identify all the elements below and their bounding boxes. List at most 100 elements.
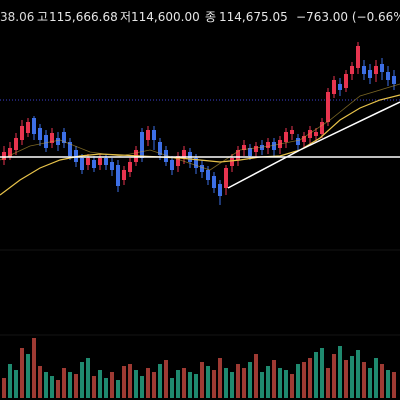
volume-bar (302, 362, 306, 398)
volume-bar (386, 370, 390, 398)
candle-body (56, 138, 60, 145)
candle (128, 158, 132, 177)
candle (338, 78, 342, 96)
candle (164, 146, 168, 166)
volume-bar (254, 354, 258, 398)
volume-bar (158, 364, 162, 398)
candle (32, 116, 36, 140)
candle (56, 132, 60, 151)
candle-body (80, 158, 84, 170)
volume-bar (182, 368, 186, 398)
volume-bar (242, 368, 246, 398)
candle-body (152, 130, 156, 140)
candle (320, 118, 324, 138)
volume-bar (344, 360, 348, 398)
volume-bar (236, 364, 240, 398)
candle (200, 160, 204, 178)
volume-bar (284, 370, 288, 398)
candle-body (224, 168, 228, 188)
volume-bar (50, 376, 54, 398)
volume-bar (338, 346, 342, 398)
candle (38, 124, 42, 146)
candle (110, 158, 114, 176)
candle (122, 166, 126, 185)
candle (242, 140, 246, 156)
candle-body (122, 170, 126, 180)
candle-body (20, 126, 24, 140)
volume-bar (176, 370, 180, 398)
candle-body (356, 46, 360, 68)
candle-body (140, 132, 144, 158)
candle-body (290, 130, 294, 134)
candle-body (68, 142, 72, 156)
candle-body (2, 152, 6, 160)
candle (236, 146, 240, 166)
candle (260, 140, 264, 155)
volume-bar (128, 364, 132, 398)
candle-body (8, 148, 12, 157)
volume-bar (350, 356, 354, 398)
candle-body (320, 122, 324, 134)
candle (218, 180, 222, 205)
candle (284, 128, 288, 148)
candle-body (302, 136, 306, 142)
candle (368, 64, 372, 84)
candle-body (194, 158, 198, 168)
volume-bar (326, 368, 330, 398)
candle-body (44, 135, 48, 148)
volume-bar (14, 370, 18, 398)
candle (272, 138, 276, 156)
candle (224, 165, 228, 195)
candle-body (314, 132, 318, 136)
candle-body (104, 158, 108, 165)
volume-bar (368, 368, 372, 398)
candle-body (176, 156, 180, 166)
candle-body (74, 150, 78, 162)
candle (14, 133, 18, 155)
change-value: −763.00 (−0.66%) (296, 10, 400, 24)
volume-bar (206, 366, 210, 398)
candle-body (344, 74, 348, 88)
volume-bar (296, 364, 300, 398)
candle (380, 58, 384, 80)
chart-grid (0, 99, 400, 336)
candle-body (386, 72, 390, 80)
volume-bar (224, 368, 228, 398)
volume-bar (314, 352, 318, 398)
candle-body (32, 118, 36, 134)
volume-bar (80, 362, 84, 398)
volume-bar (134, 370, 138, 398)
candle (254, 142, 258, 158)
candle (356, 42, 360, 74)
candle (62, 128, 66, 148)
volume-bar (392, 372, 396, 398)
volume-bars (2, 338, 396, 398)
candle (392, 70, 396, 90)
candle-body (86, 158, 90, 165)
moving-average-short (0, 83, 400, 171)
volume-bar (200, 362, 204, 398)
candle-body (116, 165, 120, 186)
candle-body (236, 150, 240, 160)
candle-body (218, 184, 222, 196)
volume-bar (26, 354, 30, 398)
high-value: 115,666.68 (49, 10, 118, 24)
candle (50, 128, 54, 148)
candle (170, 156, 174, 175)
volume-bar (32, 338, 36, 398)
candle (332, 76, 336, 98)
volume-bar (278, 368, 282, 398)
candle-body (26, 122, 30, 133)
candle (278, 136, 282, 154)
volume-bar (290, 374, 294, 398)
volume-bar (380, 364, 384, 398)
candle-body (254, 146, 258, 152)
candle-body (308, 130, 312, 138)
candle-body (272, 142, 276, 150)
volume-bar (152, 372, 156, 398)
volume-bar (110, 372, 114, 398)
volume-bar (164, 360, 168, 398)
candle-body (62, 132, 66, 143)
candle (212, 172, 216, 193)
